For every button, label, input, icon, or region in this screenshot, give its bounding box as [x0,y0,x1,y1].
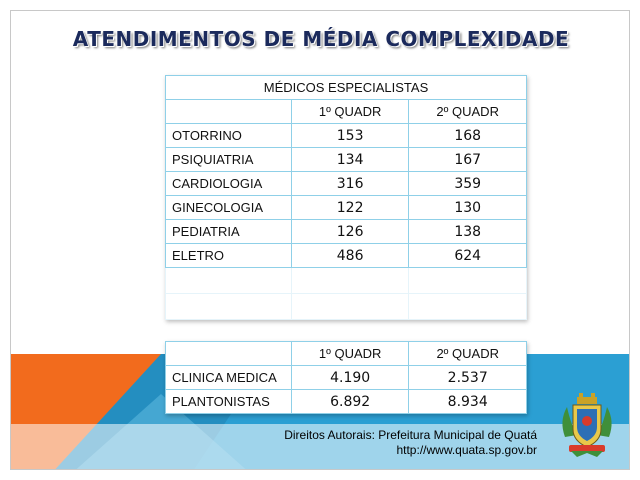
value-q1: 4.190 [290,365,410,390]
column-header-q1: 1º QUADR [290,341,410,366]
row-label: CLINICA MEDICA [165,365,292,390]
value-q1: 486 [290,243,410,268]
header-empty-cell [165,341,292,366]
row-label: GINECOLOGIA [165,195,292,220]
row-label: CARDIOLOGIA [165,171,292,196]
value-q2: 130 [408,195,527,220]
table-row: OTORRINO 153 168 [165,123,527,148]
specialists-table: MÉDICOS ESPECIALISTAS 1º QUADR 2º QUADR … [165,75,527,320]
row-label: OTORRINO [165,123,292,148]
row-label: PLANTONISTAS [165,389,292,414]
value-q1: 6.892 [290,389,410,414]
value-q2: 2.537 [408,365,527,390]
slide: ATENDIMENTOS DE MÉDIA COMPLEXIDADE MÉDIC… [10,10,630,470]
value-q2: 138 [408,219,527,244]
table-row: PSIQUIATRIA 134 167 [165,147,527,172]
table-row: CARDIOLOGIA 316 359 [165,171,527,196]
value-q1: 153 [290,123,410,148]
municipal-crest-icon [562,393,612,457]
value-q2: 167 [408,147,527,172]
table-row: ELETRO 486 624 [165,243,527,268]
value-q2: 168 [408,123,527,148]
column-header-q2: 2º QUADR [408,341,527,366]
row-label: PSIQUIATRIA [165,147,292,172]
row-label: ELETRO [165,243,292,268]
website-link[interactable]: http://www.quata.sp.gov.br [396,443,537,457]
row-label: PEDIATRIA [165,219,292,244]
table-row: PEDIATRIA 126 138 [165,219,527,244]
page-title: ATENDIMENTOS DE MÉDIA COMPLEXIDADE [72,27,570,51]
copyright-footer: Direitos Autorais: Prefeitura Municipal … [284,428,537,458]
table-row: GINECOLOGIA 122 130 [165,195,527,220]
value-q1: 122 [290,195,410,220]
header-empty-cell [165,99,292,124]
value-q2: 624 [408,243,527,268]
value-q1: 126 [290,219,410,244]
value-q1: 134 [290,147,410,172]
column-header-q2: 2º QUADR [408,99,527,124]
copyright-text: Direitos Autorais: Prefeitura Municipal … [284,428,537,442]
empty-row [165,293,527,320]
table-row: CLINICA MEDICA 4.190 2.537 [165,365,527,390]
value-q1: 316 [290,171,410,196]
table-caption: MÉDICOS ESPECIALISTAS [165,75,527,100]
empty-row [165,267,527,294]
column-header-q1: 1º QUADR [290,99,410,124]
value-q2: 8.934 [408,389,527,414]
general-table: 1º QUADR 2º QUADR CLINICA MEDICA 4.190 2… [165,341,527,414]
table-row: PLANTONISTAS 6.892 8.934 [165,389,527,414]
value-q2: 359 [408,171,527,196]
